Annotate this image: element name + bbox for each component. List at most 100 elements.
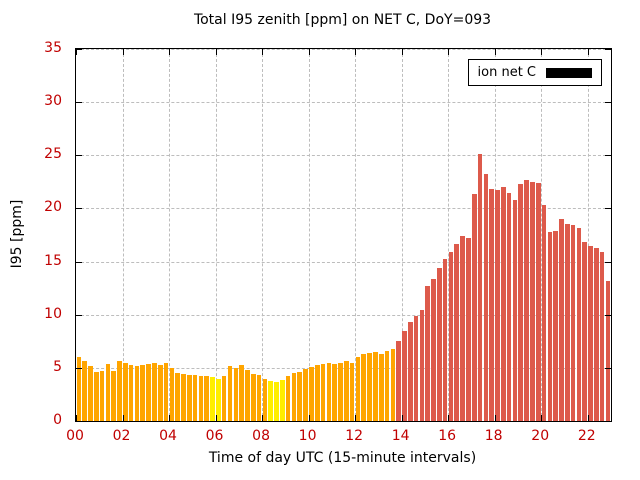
x-tick-label: 06 — [205, 428, 224, 444]
x-tickmark — [308, 415, 310, 421]
plot-area: ion net C — [75, 48, 612, 422]
x-gridline — [401, 49, 403, 421]
y-tick-label: 15 — [44, 252, 62, 269]
x-tickmark — [122, 415, 124, 421]
y-tickmark — [76, 367, 82, 369]
bar — [245, 369, 250, 421]
bar — [216, 378, 221, 421]
x-tickmark — [76, 49, 77, 55]
x-tick-label: 00 — [66, 428, 84, 444]
bar — [221, 376, 227, 421]
bar — [175, 373, 180, 421]
bar — [320, 363, 326, 421]
bar — [506, 192, 512, 421]
x-tickmark — [401, 415, 403, 421]
bar — [448, 252, 454, 421]
y-tick-label: 20 — [44, 199, 62, 216]
bar — [250, 374, 256, 421]
y-tickmark — [76, 421, 82, 422]
y-tick-label: 35 — [44, 40, 62, 56]
x-tickmark — [401, 49, 403, 55]
bar — [582, 242, 588, 421]
y-tick-label: 25 — [44, 146, 62, 163]
x-tick-label: 22 — [577, 428, 596, 444]
bar — [338, 362, 343, 421]
bar — [192, 375, 198, 421]
y-tickmark — [76, 314, 82, 316]
bar — [157, 364, 163, 421]
bar — [297, 372, 303, 421]
bar — [384, 350, 390, 421]
bar — [361, 354, 367, 421]
y-tickmark — [76, 155, 82, 157]
bar — [76, 357, 82, 421]
x-tick-label: 08 — [252, 428, 270, 444]
bar — [239, 364, 244, 421]
bar — [425, 286, 431, 421]
bar — [570, 225, 576, 421]
bar — [402, 330, 407, 421]
bar — [512, 199, 518, 421]
bar — [227, 365, 233, 421]
legend: ion net C — [467, 59, 602, 86]
y-tick-label: 0 — [53, 412, 62, 428]
y-tickmark — [605, 261, 611, 263]
bar — [454, 243, 460, 421]
y-tickmark — [605, 421, 611, 422]
bar — [576, 227, 582, 421]
bar — [495, 190, 500, 421]
x-tickmark — [494, 415, 496, 421]
bar — [419, 310, 425, 421]
x-tickmark — [355, 49, 357, 55]
y-gridline — [76, 155, 611, 157]
x-tickmark — [215, 415, 217, 421]
bar — [105, 363, 111, 421]
y-tick-label: 10 — [44, 305, 62, 322]
bar — [280, 379, 285, 421]
bar — [535, 182, 541, 421]
bar — [547, 231, 553, 421]
bar — [303, 368, 308, 421]
y-gridline — [76, 208, 611, 210]
bar — [152, 362, 157, 421]
y-gridline — [76, 102, 611, 104]
bar — [332, 363, 337, 421]
bar — [111, 371, 116, 421]
legend-series-label: ion net C — [477, 65, 536, 80]
y-tickmark — [605, 102, 611, 104]
x-axis-label: Time of day UTC (15-minute intervals) — [208, 450, 477, 466]
y-tickmark — [76, 102, 82, 104]
bar — [367, 352, 372, 421]
y-gridline — [76, 314, 611, 316]
bar — [99, 371, 105, 421]
bar — [407, 322, 413, 421]
x-tick-label: 14 — [391, 428, 410, 444]
x-tick-label: 16 — [438, 428, 457, 444]
x-gridline — [215, 49, 217, 421]
bar — [355, 357, 361, 421]
bar — [82, 361, 87, 421]
bar — [396, 341, 401, 421]
x-tickmark — [169, 415, 171, 421]
bar — [524, 179, 529, 421]
bar — [285, 376, 291, 421]
bar — [256, 375, 262, 421]
bar — [123, 362, 128, 421]
x-gridline — [448, 49, 450, 421]
bar — [163, 362, 169, 421]
bar — [204, 376, 210, 421]
bar — [553, 230, 558, 421]
bar — [460, 236, 465, 421]
y-gridline — [76, 367, 611, 369]
y-tickmark — [605, 49, 611, 50]
x-gridline — [262, 49, 264, 421]
bar — [373, 351, 378, 421]
bar — [442, 259, 448, 421]
bar — [210, 377, 215, 421]
bar — [477, 154, 483, 421]
bar — [541, 205, 547, 421]
x-gridline — [308, 49, 310, 421]
x-gridline — [587, 49, 589, 421]
bar — [483, 174, 489, 421]
